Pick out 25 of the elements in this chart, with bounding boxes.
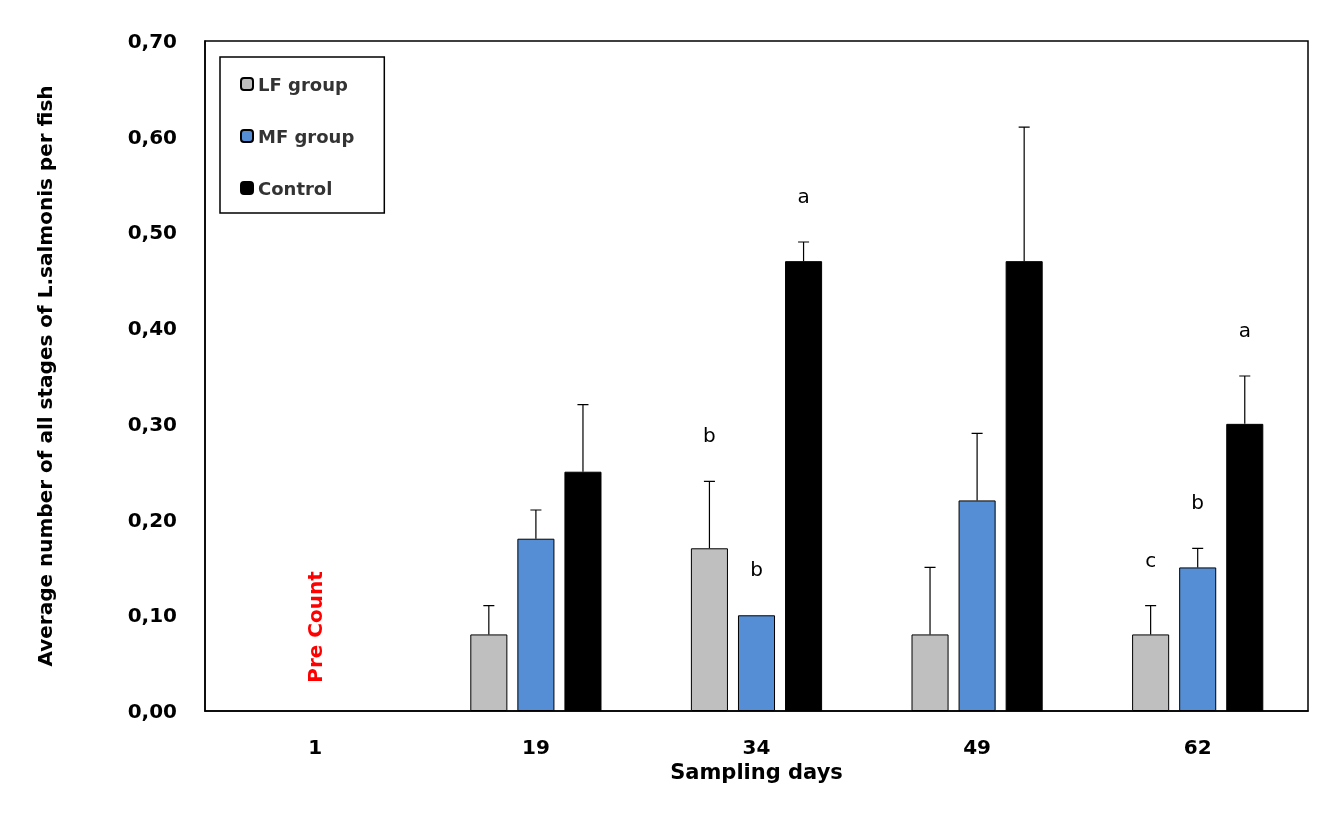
y-tick-label: 0,50 bbox=[127, 220, 177, 245]
annotation: b bbox=[703, 423, 716, 448]
y-tick-label: 0,20 bbox=[127, 507, 177, 532]
annotation: b bbox=[1191, 490, 1205, 515]
y-tick-label: 0,30 bbox=[127, 411, 177, 436]
legend-label: MF group bbox=[258, 125, 355, 147]
annotation: c bbox=[1145, 547, 1157, 572]
legend-label: Control bbox=[258, 177, 333, 199]
y-axis-title: Average number of all stages of L.salmonis per fish bbox=[33, 85, 57, 667]
y-tick-label: 0,10 bbox=[127, 603, 177, 628]
annotation: a bbox=[1238, 318, 1251, 342]
x-tick-label: 62 bbox=[1183, 735, 1212, 759]
y-tick-label: 0,40 bbox=[127, 316, 177, 341]
y-tick-label: 0,60 bbox=[127, 124, 177, 149]
y-tick-label: 0,00 bbox=[127, 699, 177, 723]
x-tick-label: 49 bbox=[963, 735, 992, 759]
legend-label: LF group bbox=[258, 73, 348, 95]
annotation: Pre Count bbox=[303, 570, 328, 683]
annotation: b bbox=[750, 557, 763, 582]
y-tick-label: 0,70 bbox=[127, 29, 177, 53]
x-tick-label: 19 bbox=[521, 735, 550, 759]
x-tick-label: 1 bbox=[308, 735, 323, 759]
x-tick-label: 34 bbox=[742, 735, 771, 759]
x-axis-title: Sampling days bbox=[670, 760, 843, 785]
annotation: a bbox=[797, 184, 810, 208]
